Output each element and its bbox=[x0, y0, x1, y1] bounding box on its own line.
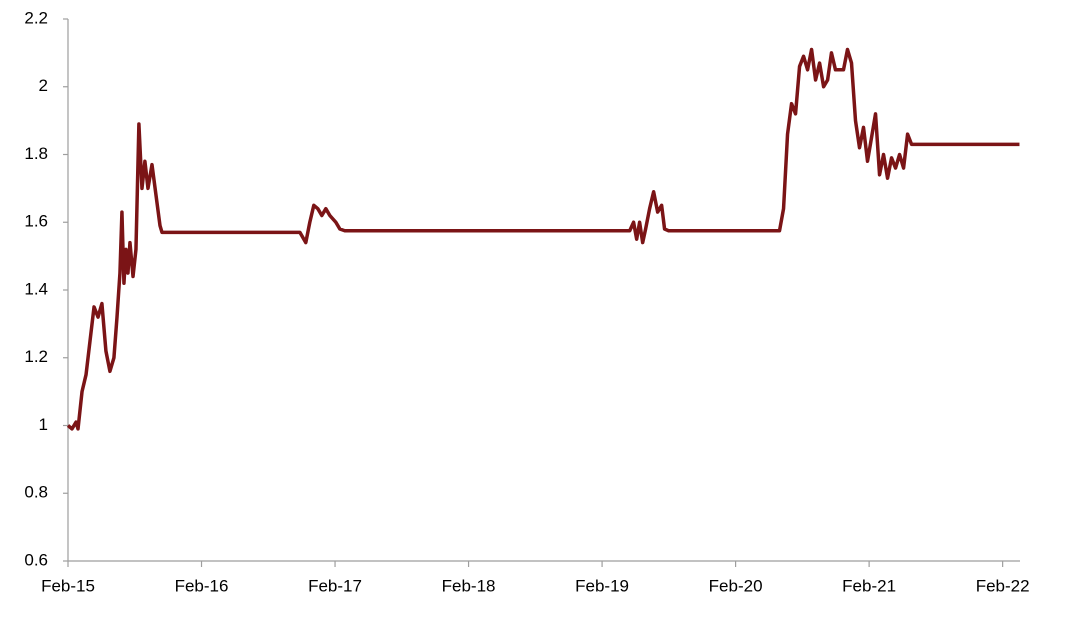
y-tick-label: 0.6 bbox=[24, 550, 48, 569]
x-tick-label: Feb-17 bbox=[308, 576, 362, 595]
line bbox=[66, 47, 1020, 431]
y-tick-label: 0.8 bbox=[24, 483, 48, 502]
x-tick-label: Feb-19 bbox=[575, 576, 629, 595]
x-tick-label: Feb-15 bbox=[41, 576, 95, 595]
y-tick-label: 2 bbox=[39, 76, 48, 95]
y-tick-label: 1.6 bbox=[24, 212, 48, 231]
y-tick-label: 1 bbox=[39, 415, 48, 434]
x-tick-label: Feb-22 bbox=[976, 576, 1030, 595]
x-tick-label: Feb-16 bbox=[175, 576, 229, 595]
y-tick-label: 2.2 bbox=[24, 8, 48, 27]
x-tick-label: Feb-18 bbox=[442, 576, 496, 595]
y-tick-label: 1.2 bbox=[24, 347, 48, 366]
y-tick-label: 1.4 bbox=[24, 279, 48, 298]
x-tick-label: Feb-20 bbox=[709, 576, 763, 595]
x-tick-label: Feb-21 bbox=[842, 576, 896, 595]
y-tick-label: 1.8 bbox=[24, 144, 48, 163]
